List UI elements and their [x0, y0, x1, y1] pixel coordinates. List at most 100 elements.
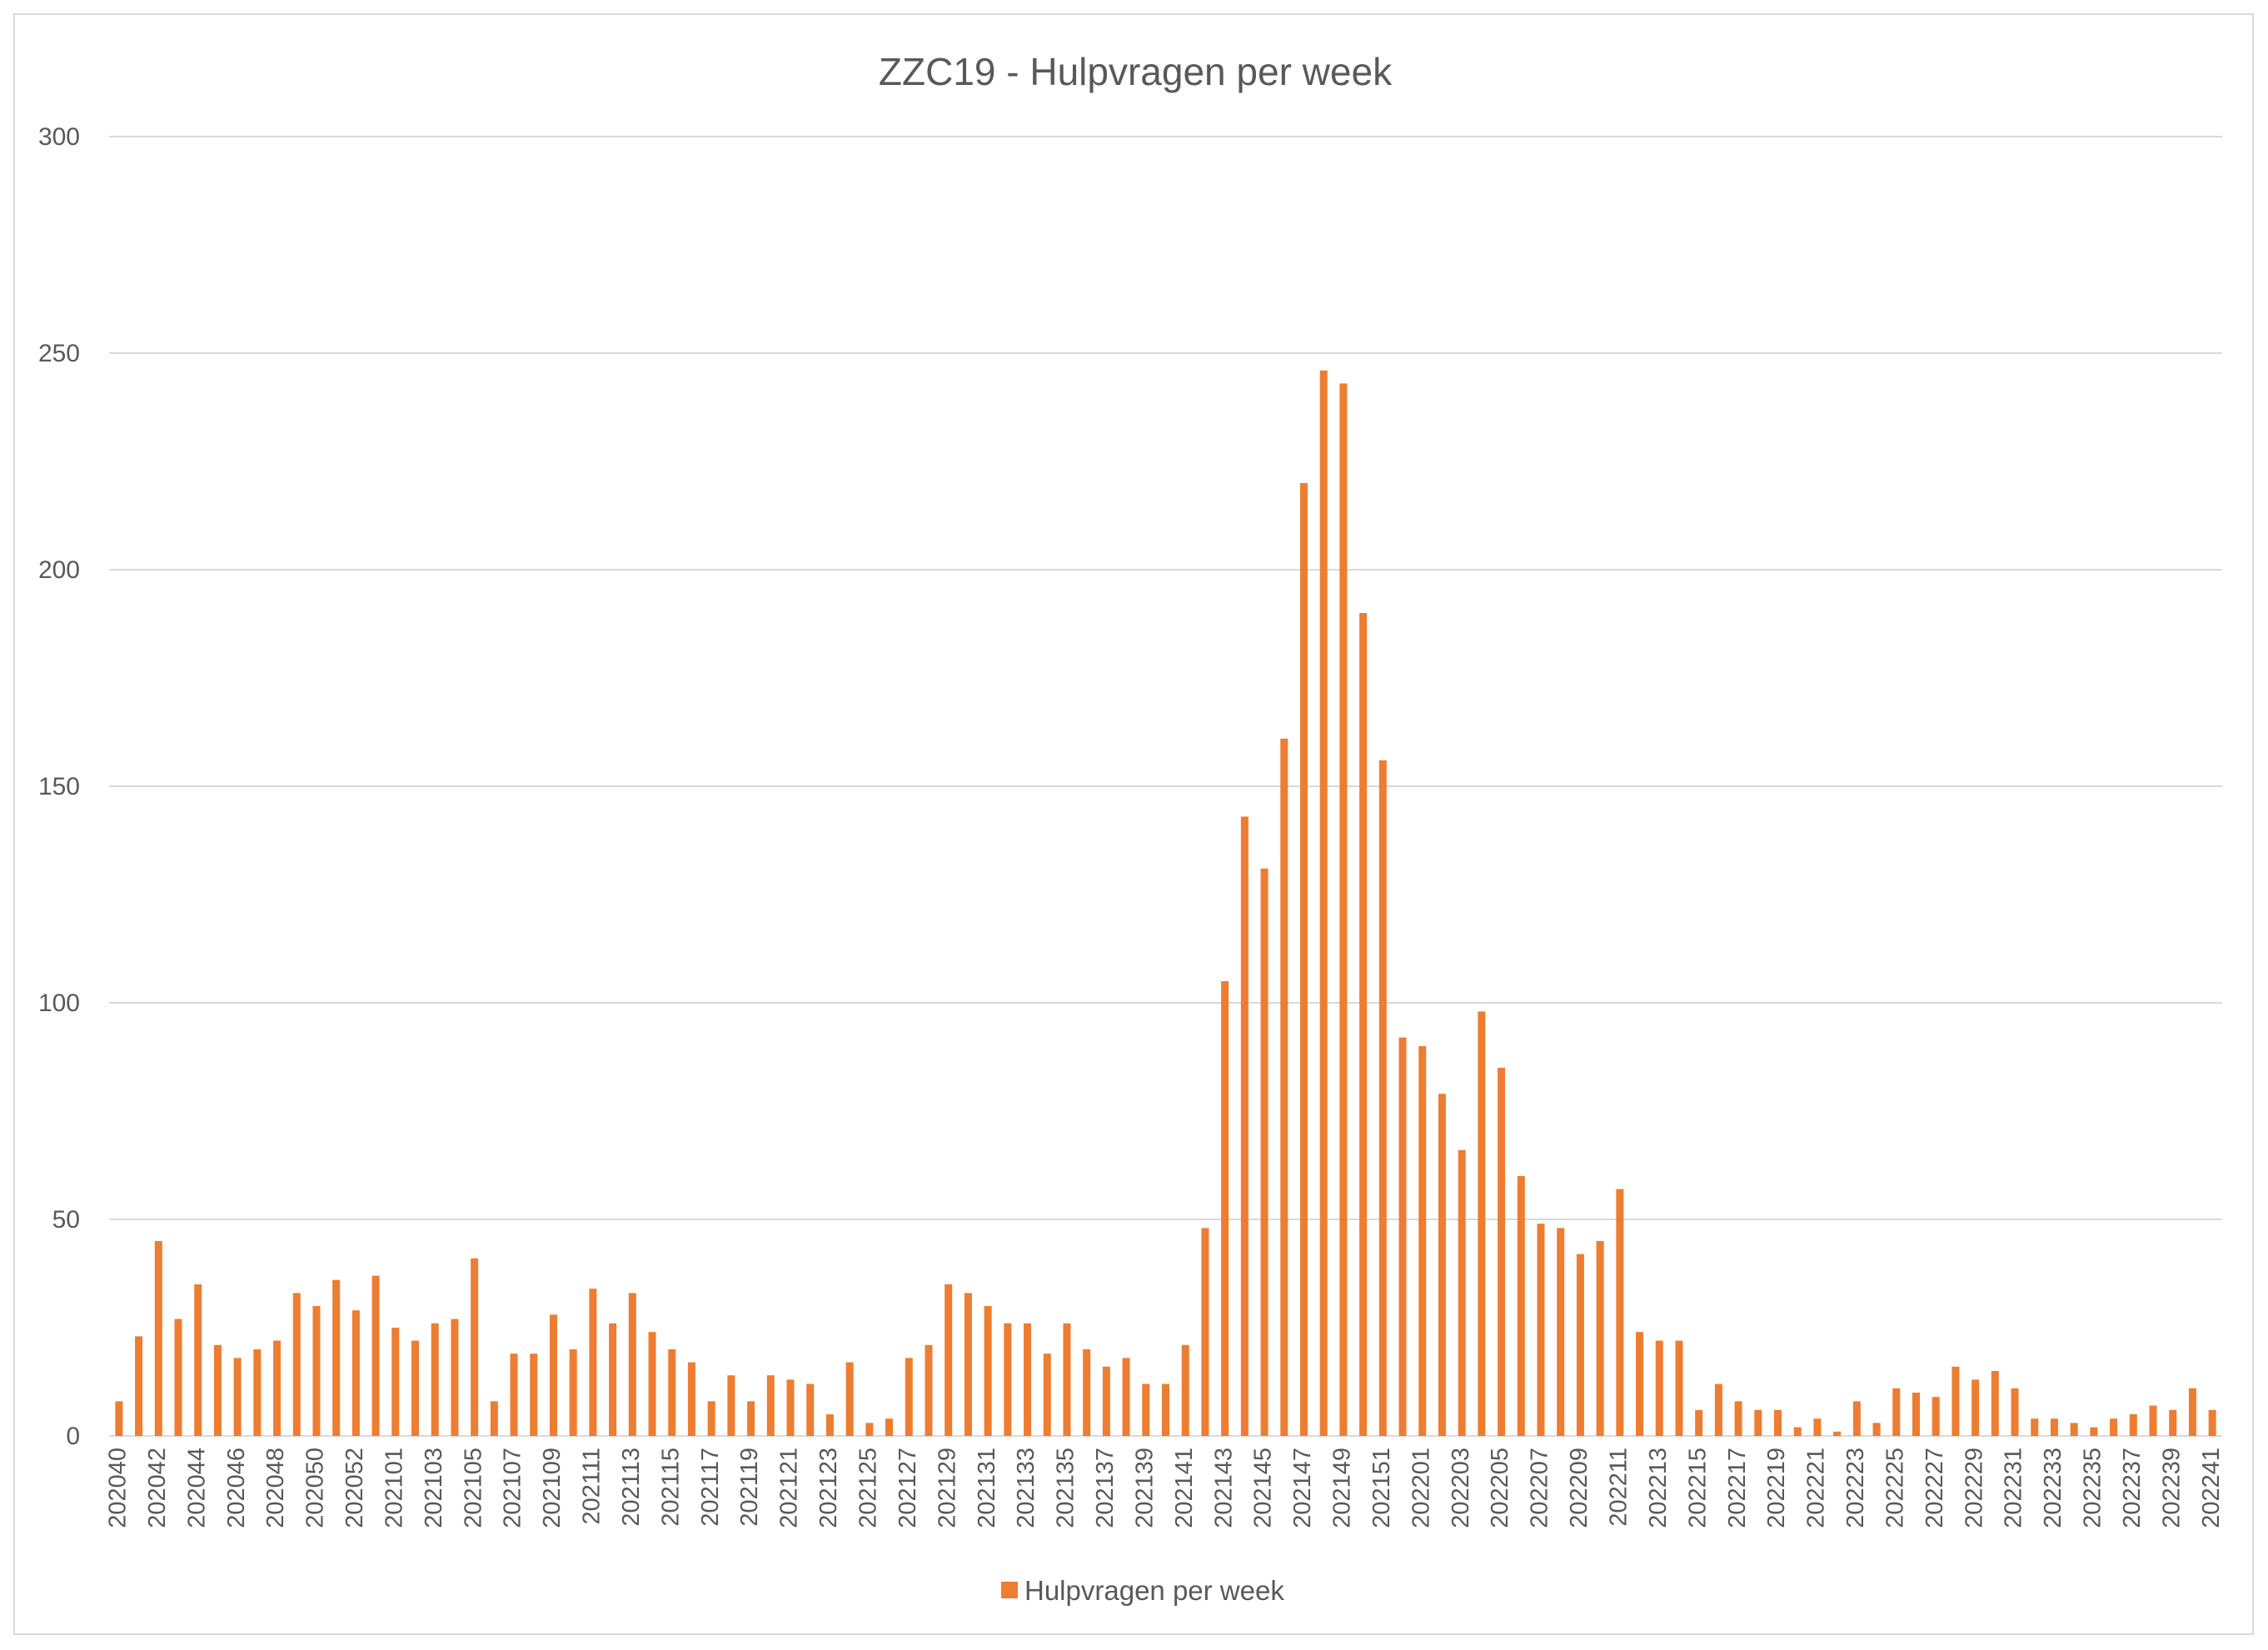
- bar-202231: [2011, 1388, 2019, 1436]
- bar-202132: [1004, 1323, 1012, 1436]
- bar-202110: [569, 1349, 577, 1436]
- bar-202151: [1378, 760, 1387, 1436]
- x-tick-label: 202217: [1724, 1448, 1751, 1528]
- bar-202152: [1398, 1037, 1407, 1436]
- x-tick-label: 202235: [2080, 1448, 2106, 1528]
- bar-202113: [628, 1293, 636, 1436]
- x-tick-label: 202139: [1131, 1448, 1158, 1528]
- bar-202041: [135, 1336, 143, 1436]
- bar-chart: ZZC19 - Hulpvragen per week 0 50 100 150 200…: [38, 50, 2225, 1606]
- x-tick-label: 202141: [1171, 1448, 1198, 1528]
- bar-202240: [2188, 1388, 2196, 1436]
- bar-202234: [2070, 1423, 2078, 1436]
- bar-202138: [1122, 1358, 1130, 1436]
- bar-202112: [609, 1323, 617, 1436]
- bar-202128: [925, 1344, 933, 1436]
- bar-202201: [1418, 1046, 1427, 1436]
- y-axis-tick-labels: 0 50 100 150 200 250 300: [38, 123, 80, 1450]
- bar-202102: [411, 1340, 420, 1436]
- x-tick-label: 202229: [1961, 1448, 1987, 1528]
- x-tick-label: 202052: [341, 1448, 368, 1528]
- bar-202216: [1714, 1383, 1722, 1436]
- x-tick-label: 202203: [1448, 1448, 1474, 1528]
- x-tick-label: 202129: [934, 1448, 960, 1528]
- x-tick-label: 202201: [1408, 1448, 1434, 1528]
- bar-202134: [1043, 1353, 1051, 1436]
- x-tick-label: 202115: [657, 1448, 684, 1527]
- bar-202137: [1102, 1366, 1110, 1436]
- x-tick-label: 202149: [1329, 1448, 1356, 1528]
- x-tick-label: 202135: [1053, 1448, 1079, 1528]
- bar-202144: [1240, 816, 1249, 1436]
- bar-202211: [1616, 1189, 1624, 1436]
- x-tick-label: 202215: [1684, 1448, 1711, 1528]
- x-tick-label: 202239: [2158, 1448, 2185, 1528]
- bar-202223: [1852, 1401, 1861, 1436]
- bar-202107: [510, 1353, 518, 1436]
- bar-202119: [747, 1401, 755, 1436]
- bar-202225: [1892, 1388, 1901, 1436]
- bar-202239: [2169, 1409, 2177, 1436]
- bar-202130: [964, 1293, 972, 1436]
- bar-202120: [766, 1375, 775, 1436]
- x-tick-label: 202219: [1763, 1448, 1790, 1528]
- bar-202045: [213, 1344, 222, 1436]
- bar-202108: [530, 1353, 538, 1436]
- x-tick-label: 202042: [144, 1448, 171, 1528]
- bar-202206: [1517, 1176, 1525, 1436]
- bar-202241: [2208, 1409, 2216, 1436]
- bar-202139: [1142, 1383, 1150, 1436]
- bar-202210: [1596, 1241, 1604, 1436]
- x-tick-label: 202207: [1527, 1448, 1553, 1528]
- x-tick-label: 202103: [421, 1448, 447, 1528]
- bar-202140: [1161, 1383, 1170, 1436]
- bar-202149: [1339, 383, 1348, 1436]
- bar-202143: [1221, 981, 1229, 1436]
- bar-202220: [1793, 1427, 1802, 1436]
- bar-202219: [1774, 1409, 1782, 1436]
- bar-202049: [292, 1293, 301, 1436]
- bar-202236: [2110, 1418, 2118, 1436]
- bar-202233: [2050, 1418, 2058, 1436]
- bar-202213: [1655, 1340, 1663, 1436]
- bar-202235: [2090, 1427, 2098, 1436]
- bar-202230: [1991, 1371, 1999, 1436]
- bar-202125: [865, 1423, 874, 1436]
- bar-202109: [549, 1314, 557, 1436]
- bar-202145: [1260, 868, 1269, 1436]
- bar-202133: [1024, 1323, 1032, 1436]
- chart-area: ZZC19 - Hulpvragen per week 0 50 100 150 200…: [13, 13, 2254, 1635]
- bar-202214: [1675, 1340, 1683, 1436]
- bar-202131: [984, 1306, 992, 1436]
- bar-202146: [1280, 738, 1289, 1436]
- x-tick-label: 202233: [2040, 1448, 2066, 1528]
- legend-swatch: [1001, 1582, 1018, 1598]
- bar-202117: [707, 1401, 715, 1436]
- bar-202212: [1636, 1332, 1644, 1436]
- bar-202150: [1359, 613, 1368, 1436]
- y-tick-label: 150: [38, 773, 80, 800]
- x-tick-label: 202223: [1842, 1448, 1869, 1528]
- bar-202238: [2149, 1405, 2157, 1436]
- bar-202208: [1557, 1228, 1565, 1436]
- bar-202115: [668, 1349, 676, 1436]
- x-tick-label: 202143: [1210, 1448, 1237, 1528]
- bar-202042: [154, 1241, 162, 1436]
- x-tick-label: 202050: [302, 1448, 329, 1528]
- bar-202227: [1932, 1397, 1940, 1436]
- bar-202202: [1438, 1094, 1446, 1436]
- bar-202104: [451, 1319, 459, 1436]
- bar-202142: [1201, 1228, 1209, 1436]
- bar-202147: [1299, 483, 1308, 1436]
- bar-202226: [1912, 1393, 1920, 1436]
- x-tick-label: 202111: [579, 1448, 606, 1524]
- x-tick-label: 202213: [1645, 1448, 1672, 1528]
- bar-202111: [589, 1289, 597, 1436]
- bar-202209: [1576, 1254, 1584, 1436]
- x-tick-label: 202205: [1487, 1448, 1513, 1528]
- bar-202126: [885, 1418, 894, 1436]
- x-axis-tick-labels: 202040 202042 202044 202046 202048 202050 2020…: [105, 1448, 2225, 1528]
- bar-202203: [1458, 1149, 1466, 1436]
- bar-202116: [687, 1362, 695, 1436]
- y-tick-label: 250: [38, 340, 80, 367]
